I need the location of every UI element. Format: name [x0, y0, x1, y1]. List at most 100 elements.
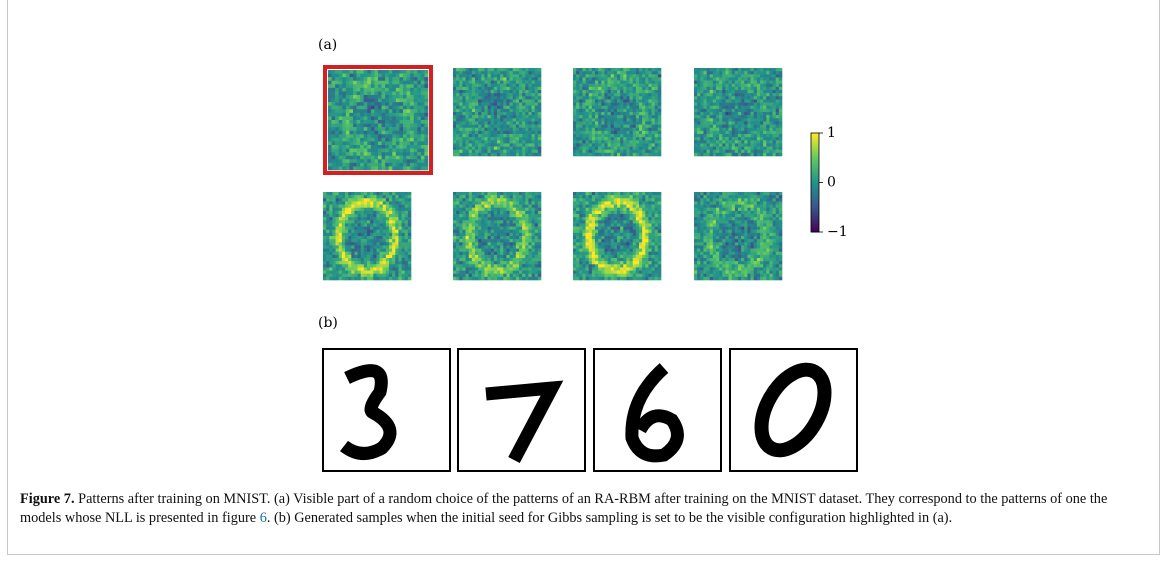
pattern-pixel — [713, 150, 716, 153]
pattern-pixel — [389, 120, 393, 124]
pattern-pixel — [367, 239, 370, 242]
pattern-pixel — [488, 217, 491, 220]
pattern-pixel — [725, 96, 728, 99]
pattern-pixel — [694, 71, 697, 74]
pattern-pixel — [617, 217, 620, 220]
pattern-pixel — [354, 208, 357, 211]
pattern-pixel — [335, 102, 339, 106]
pattern-pixel — [506, 150, 509, 153]
pattern-pixel — [459, 109, 462, 112]
pattern-pixel — [707, 99, 710, 102]
pattern-pixel — [522, 261, 525, 264]
pattern-pixel — [608, 125, 611, 128]
pattern-pixel — [582, 192, 585, 195]
pattern-pixel — [323, 192, 326, 195]
pattern-pixel — [453, 150, 456, 153]
pattern-pixel — [528, 233, 531, 236]
pattern-pixel — [370, 223, 373, 226]
pattern-pixel — [633, 201, 636, 204]
pattern-pixel — [744, 118, 747, 121]
pattern-pixel — [459, 87, 462, 90]
pattern-pixel — [614, 87, 617, 90]
pattern-pixel — [636, 147, 639, 150]
pattern-pixel — [703, 87, 706, 90]
pattern-pixel — [376, 205, 379, 208]
pattern-pixel — [469, 134, 472, 137]
pattern-pixel — [385, 102, 389, 106]
pattern-pixel — [336, 195, 339, 198]
pattern-pixel — [386, 195, 389, 198]
pattern-pixel — [617, 90, 620, 93]
pattern-pixel — [513, 208, 516, 211]
pattern-pixel — [328, 84, 332, 88]
pattern-pixel — [516, 109, 519, 112]
pattern-pixel — [478, 230, 481, 233]
pattern-pixel — [604, 121, 607, 124]
pattern-pixel — [694, 87, 697, 90]
pattern-pixel — [623, 115, 626, 118]
pattern-pixel — [510, 143, 513, 146]
pattern-pixel — [773, 81, 776, 84]
pattern-pixel — [332, 77, 336, 81]
pattern-pixel — [378, 116, 382, 120]
pattern-pixel — [576, 125, 579, 128]
pattern-pixel — [475, 140, 478, 143]
pattern-pixel — [626, 137, 629, 140]
pattern-pixel — [738, 81, 741, 84]
pattern-pixel — [576, 131, 579, 134]
pattern-pixel — [497, 96, 500, 99]
pattern-pixel — [494, 201, 497, 204]
pattern-pixel — [466, 227, 469, 230]
pattern-pixel — [459, 125, 462, 128]
pattern-pixel — [525, 106, 528, 109]
pattern-pixel — [491, 93, 494, 96]
pattern-pixel — [478, 217, 481, 220]
pattern-pixel — [475, 96, 478, 99]
pattern-pixel — [402, 277, 405, 280]
pattern-pixel — [346, 145, 350, 149]
pattern-pixel — [741, 109, 744, 112]
pattern-pixel — [716, 140, 719, 143]
pattern-pixel — [353, 156, 357, 160]
pattern-pixel — [462, 128, 465, 131]
pattern-pixel — [361, 192, 364, 195]
pattern-pixel — [456, 267, 459, 270]
pattern-pixel — [456, 121, 459, 124]
pattern-pixel — [374, 91, 378, 95]
pattern-pixel — [382, 120, 386, 124]
pattern-pixel — [466, 109, 469, 112]
pattern-pixel — [658, 220, 661, 223]
pattern-pixel — [500, 77, 503, 80]
pattern-pixel — [645, 87, 648, 90]
pattern-pixel — [513, 112, 516, 115]
pattern-pixel — [525, 93, 528, 96]
pattern-pixel — [525, 150, 528, 153]
pattern-pixel — [383, 214, 386, 217]
pattern-pixel — [604, 217, 607, 220]
pattern-pixel — [378, 102, 382, 106]
pattern-pixel — [535, 252, 538, 255]
pattern-pixel — [707, 118, 710, 121]
pattern-pixel — [757, 109, 760, 112]
pattern-pixel — [645, 103, 648, 106]
pattern-pixel — [586, 118, 589, 121]
pattern-pixel — [360, 152, 364, 156]
pattern-pixel — [395, 264, 398, 267]
pattern-pixel — [776, 131, 779, 134]
pattern-pixel — [424, 141, 428, 145]
pattern-pixel — [519, 109, 522, 112]
pattern-pixel — [360, 95, 364, 99]
pattern-pixel — [339, 227, 342, 230]
pattern-pixel — [535, 249, 538, 252]
pattern-pixel — [763, 81, 766, 84]
pattern-pixel — [342, 258, 345, 261]
pattern-pixel — [732, 140, 735, 143]
pattern-pixel — [604, 143, 607, 146]
pattern-pixel — [598, 205, 601, 208]
pattern-pixel — [751, 134, 754, 137]
pattern-pixel — [655, 201, 658, 204]
pattern-pixel — [652, 147, 655, 150]
pattern-pixel — [494, 103, 497, 106]
pattern-pixel — [744, 93, 747, 96]
pattern-pixel — [519, 118, 522, 121]
